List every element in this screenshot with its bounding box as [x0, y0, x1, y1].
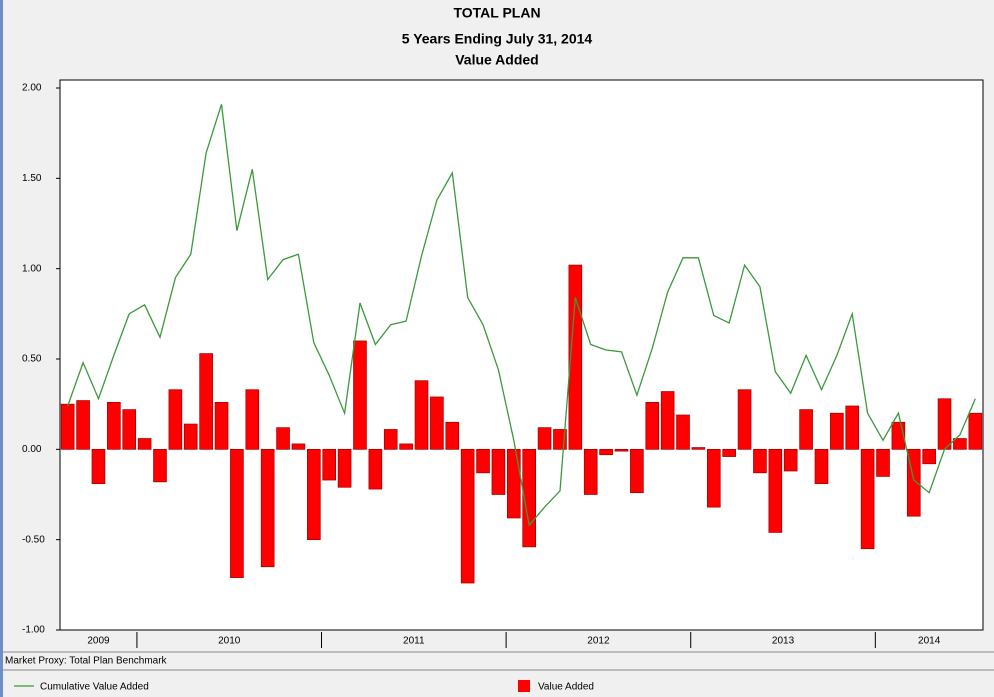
bar — [506, 448, 521, 519]
bar — [491, 448, 506, 495]
bar — [737, 389, 752, 450]
y-tick-label: 0.00 — [22, 444, 42, 455]
bar — [645, 402, 660, 450]
bar — [753, 448, 767, 474]
bar — [353, 340, 367, 450]
bar — [168, 389, 183, 450]
bar — [660, 391, 675, 450]
bar — [768, 448, 783, 533]
x-tick-label: 2009 — [87, 636, 110, 647]
bar — [830, 412, 844, 450]
y-tick-label: -0.50 — [22, 534, 45, 545]
x-tick-label: 2014 — [918, 636, 941, 647]
bar — [706, 448, 721, 508]
footnote: Market Proxy: Total Plan Benchmark — [5, 656, 168, 667]
bar — [799, 409, 813, 450]
x-tick-label: 2012 — [587, 636, 610, 647]
bar — [537, 427, 552, 450]
bar — [291, 443, 306, 450]
bar — [153, 448, 167, 483]
bar — [476, 448, 490, 474]
bar — [337, 448, 352, 488]
y-tick-label: -1.00 — [22, 625, 45, 636]
bar — [322, 448, 337, 481]
y-tick-label: 0.50 — [22, 354, 42, 365]
bar — [568, 264, 583, 450]
bar — [214, 402, 229, 450]
bar — [60, 403, 75, 450]
bar — [76, 400, 90, 450]
y-tick-label: 2.00 — [22, 83, 42, 94]
bar — [199, 353, 213, 450]
bar — [183, 423, 198, 450]
bar — [953, 438, 967, 450]
bar — [630, 448, 644, 494]
bar — [430, 396, 444, 450]
bar — [876, 448, 890, 477]
bar — [691, 447, 706, 450]
legend-swatch — [518, 680, 530, 692]
x-tick-label: 2013 — [772, 636, 795, 647]
bar — [676, 414, 690, 450]
legend-label: Value Added — [538, 682, 594, 693]
bar — [260, 448, 275, 568]
bar — [276, 427, 290, 450]
bar — [845, 405, 860, 450]
chart-subtitle: Value Added — [455, 52, 539, 68]
window-edge — [0, 0, 3, 697]
bar — [307, 448, 321, 541]
bar — [891, 421, 906, 450]
y-tick-label: 1.50 — [22, 173, 42, 184]
x-tick-label: 2010 — [218, 636, 241, 647]
bar — [583, 448, 598, 495]
bar — [968, 412, 983, 450]
bar — [368, 448, 383, 490]
bar — [91, 448, 106, 485]
bar — [399, 443, 413, 450]
bar — [522, 448, 537, 548]
bar — [599, 448, 613, 456]
line — [67, 104, 976, 527]
bar — [414, 380, 429, 450]
bar — [460, 448, 475, 584]
bar — [722, 448, 736, 457]
bar — [122, 409, 137, 450]
bar — [383, 429, 398, 450]
x-tick-label: 2011 — [403, 636, 425, 647]
bar — [445, 421, 460, 450]
chart-title: TOTAL PLAN — [453, 5, 540, 21]
bar — [922, 448, 936, 465]
bar — [137, 438, 152, 450]
bar — [245, 389, 260, 450]
bar — [937, 398, 952, 450]
bar — [107, 402, 121, 450]
bar — [814, 448, 829, 485]
plot-area — [59, 79, 984, 631]
y-tick-label: 1.00 — [22, 263, 42, 274]
bar — [614, 448, 629, 452]
chart-subtitle: 5 Years Ending July 31, 2014 — [402, 31, 593, 47]
bar — [860, 448, 875, 550]
bar — [230, 448, 244, 578]
bar — [783, 448, 798, 472]
legend-label: Cumulative Value Added — [40, 682, 149, 693]
